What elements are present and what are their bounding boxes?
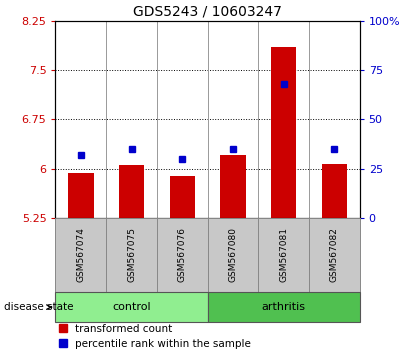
Bar bbox=[220, 155, 245, 218]
Legend: transformed count, percentile rank within the sample: transformed count, percentile rank withi… bbox=[59, 324, 251, 349]
Bar bbox=[271, 47, 296, 218]
Bar bbox=[322, 164, 347, 218]
Text: GSM567074: GSM567074 bbox=[76, 227, 85, 282]
Bar bbox=[119, 165, 144, 218]
Text: GSM567076: GSM567076 bbox=[178, 227, 187, 282]
Text: GSM567081: GSM567081 bbox=[279, 227, 288, 282]
Text: GSM567075: GSM567075 bbox=[127, 227, 136, 282]
Text: GSM567080: GSM567080 bbox=[229, 227, 238, 282]
Title: GDS5243 / 10603247: GDS5243 / 10603247 bbox=[133, 5, 282, 19]
Bar bbox=[169, 176, 195, 218]
Text: control: control bbox=[112, 302, 151, 312]
Text: disease state: disease state bbox=[4, 302, 74, 312]
Bar bbox=[68, 173, 94, 218]
Text: GSM567082: GSM567082 bbox=[330, 227, 339, 282]
Text: arthritis: arthritis bbox=[261, 302, 306, 312]
